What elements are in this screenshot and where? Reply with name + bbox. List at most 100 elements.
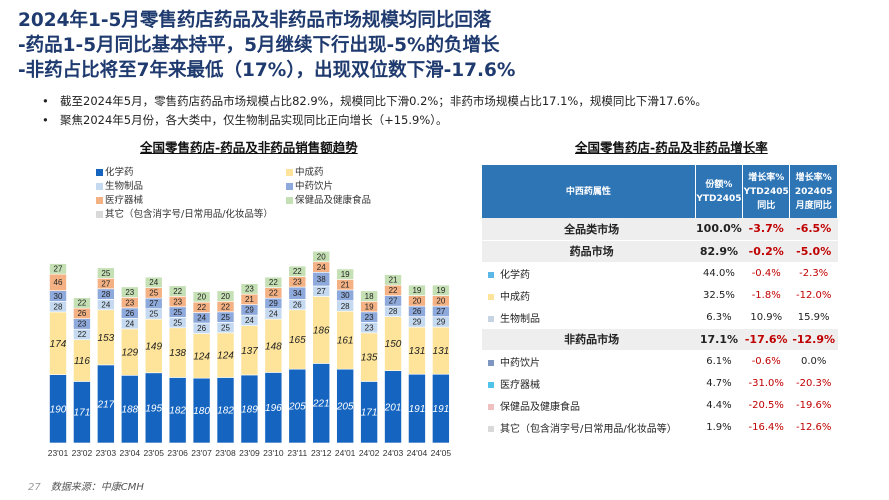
data-label: 131 [433,346,450,357]
mon-cell: -2.3% [789,262,838,285]
data-label: 26 [293,300,302,309]
table-row: 医疗器械 4.7% -31.0% -20.3% [482,372,838,395]
legend-item: 中成药 [286,166,324,179]
data-label: 26 [197,324,206,333]
category-cell: 保健品及健康食品 [482,394,696,417]
x-tick-label: 23'01 [48,448,69,458]
ytd-cell: -17.6% [742,328,790,351]
table-row: 全品类市场 100.0% -3.7% -6.5% [482,218,838,241]
data-label: 23 [245,285,254,294]
legend-item: 中药饮片 [286,180,333,193]
x-tick-label: 23'04 [120,448,141,458]
data-label: 28 [389,307,398,316]
data-label: 161 [337,336,354,347]
bar-segment [120,286,139,298]
data-label: 135 [361,353,378,364]
data-label: 28 [101,290,110,299]
mon-cell: -12.6% [789,416,838,439]
data-label: 217 [97,399,115,410]
data-label: 25 [173,318,182,327]
data-label: 186 [313,325,330,336]
data-label: 153 [98,333,115,344]
table-title: 全国零售药店-药品及非药品增长率 [575,140,768,155]
bullet-list: 截至2024年5月，零售药店药品市场规模占比82.9%，规模同比下滑0.2%；非… [42,92,707,130]
table-row: 生物制品 6.3% 10.9% 15.9% [482,306,838,329]
data-label: 38 [317,275,326,284]
mon-cell: -5.0% [789,240,838,263]
legend-item: 生物制品 [96,180,143,193]
legend-label: 医疗器械 [105,195,144,206]
bar-segment [192,291,211,303]
column-header: 增长率% YTD2405 同比 [742,165,791,218]
share-cell: 100.0% [695,218,743,241]
chart-title: 全国零售药店-药品及非药品销售额趋势 [140,140,358,155]
category-cell: 其它（包含消字号/日常用品/化妆品等） [482,416,696,439]
legend-item: 医疗器械 [96,194,143,207]
table-row: 保健品及健康食品 4.4% -20.5% -19.6% [482,394,838,417]
data-label: 24 [197,314,206,323]
data-label: 19 [365,302,374,311]
data-label: 22 [293,267,302,276]
legend-swatch [96,169,103,176]
share-cell: 44.0% [695,262,743,285]
share-cell: 1.9% [695,416,743,439]
legend-swatch [286,169,293,176]
data-label: 22 [269,289,278,298]
mon-cell: -20.3% [789,372,838,395]
x-tick-label: 23'03 [96,448,117,458]
x-tick-label: 24'01 [335,448,356,458]
legend-label: 中成药 [295,167,324,178]
bar-segment [312,251,331,263]
data-label: 27 [436,307,445,316]
data-label: 205 [288,402,306,413]
data-label: 190 [50,404,67,415]
data-label: 27 [101,279,110,288]
data-label: 26 [412,307,421,316]
footer: 27 数据来源：中康CMH [28,478,144,493]
legend-label: 生物制品 [105,181,144,192]
share-cell: 4.7% [695,372,743,395]
bar-segment [144,276,163,288]
category-marker-icon [488,403,494,410]
data-label: 34 [293,289,302,298]
data-label: 196 [265,403,282,414]
data-label: 23 [125,288,134,297]
column-header: 中西药属性 [482,165,696,218]
data-label: 24 [245,316,254,325]
data-label: 129 [121,348,138,359]
data-label: 20 [197,293,206,302]
data-label: 116 [74,356,90,367]
bar-segment [264,276,283,288]
data-label: 21 [389,276,398,285]
data-label: 25 [149,310,158,319]
share-cell: 17.1% [695,328,743,351]
data-label: 137 [241,346,258,357]
data-label: 180 [193,406,210,417]
data-label: 138 [169,348,186,359]
data-label: 165 [289,335,306,346]
title-line: -非药占比将至7年来最低（17%），出现双位数下滑-17.6% [18,60,516,81]
category-marker-icon [488,381,494,388]
mon-cell: -6.5% [789,218,838,241]
data-label: 28 [341,302,350,311]
data-label: 30 [54,292,63,301]
data-label: 21 [341,280,350,289]
x-tick-label: 23'07 [191,448,212,458]
x-tick-label: 23'09 [239,448,260,458]
bar-segment [360,290,378,302]
data-label: 23 [365,313,374,322]
ytd-cell: -3.7% [742,218,790,241]
growth-table: 中西药属性 份额% YTD2405 增长率% YTD2405 同比 增长率% 202405 月度… [482,165,838,439]
data-label: 27 [149,299,158,308]
data-label: 27 [54,265,63,274]
ytd-cell: -1.8% [742,284,790,307]
table-row: 化学药 44.0% -0.4% -2.3% [482,262,838,285]
data-label: 23 [125,298,134,307]
data-label: 22 [77,330,86,339]
bar-segment [168,285,187,297]
legend-label: 保健品及健康食品 [295,195,372,206]
share-cell: 6.3% [695,306,743,329]
data-label: 26 [77,309,86,318]
data-label: 22 [197,303,206,312]
